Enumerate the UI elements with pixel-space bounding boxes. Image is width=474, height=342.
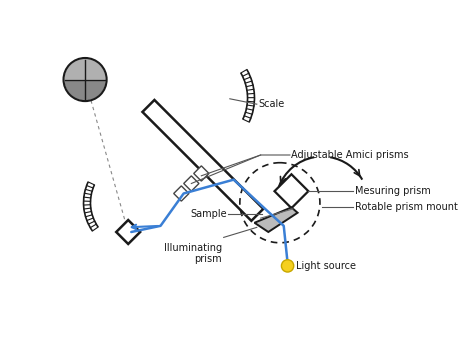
Text: Sample: Sample xyxy=(190,209,227,219)
Text: Light source: Light source xyxy=(296,261,356,271)
Text: Illuminating
prism: Illuminating prism xyxy=(164,243,222,264)
Polygon shape xyxy=(274,174,309,208)
Circle shape xyxy=(282,260,294,272)
Text: Mesuring prism: Mesuring prism xyxy=(355,186,430,196)
Polygon shape xyxy=(255,207,298,232)
Polygon shape xyxy=(194,166,209,181)
Text: Scale: Scale xyxy=(258,99,284,109)
Wedge shape xyxy=(64,80,106,100)
Polygon shape xyxy=(184,176,199,191)
Text: Rotable prism mount: Rotable prism mount xyxy=(355,201,457,212)
Text: Adjustable Amici prisms: Adjustable Amici prisms xyxy=(292,150,409,160)
Wedge shape xyxy=(64,59,106,80)
Polygon shape xyxy=(143,100,264,221)
Polygon shape xyxy=(116,220,140,244)
Polygon shape xyxy=(173,186,189,201)
